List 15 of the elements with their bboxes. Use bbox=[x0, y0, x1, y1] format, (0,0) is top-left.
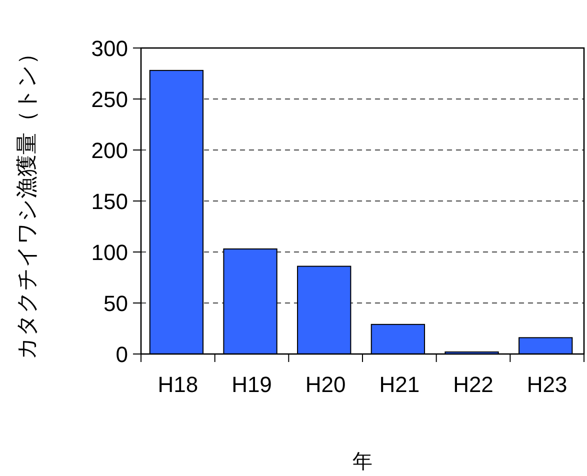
y-tick-label: 0 bbox=[116, 342, 128, 367]
y-tick-label: 300 bbox=[91, 36, 128, 61]
x-tick-label: H21 bbox=[379, 372, 420, 397]
x-tick-label: H19 bbox=[232, 372, 272, 397]
x-tick-label: H22 bbox=[453, 372, 494, 397]
y-axis-title: カタクチイワシ漁獲量（トン） bbox=[14, 42, 39, 360]
x-tick-label: H23 bbox=[526, 372, 568, 397]
y-tick-label: 200 bbox=[91, 138, 128, 163]
y-tick-label: 250 bbox=[91, 87, 128, 112]
y-tick-label: 100 bbox=[91, 240, 128, 265]
x-axis-title: 年 bbox=[352, 451, 372, 473]
y-tick-label: 50 bbox=[104, 291, 128, 316]
x-tick-label: H18 bbox=[158, 372, 198, 397]
y-tick-label: 150 bbox=[91, 189, 128, 214]
x-tick-label: H20 bbox=[305, 372, 346, 397]
